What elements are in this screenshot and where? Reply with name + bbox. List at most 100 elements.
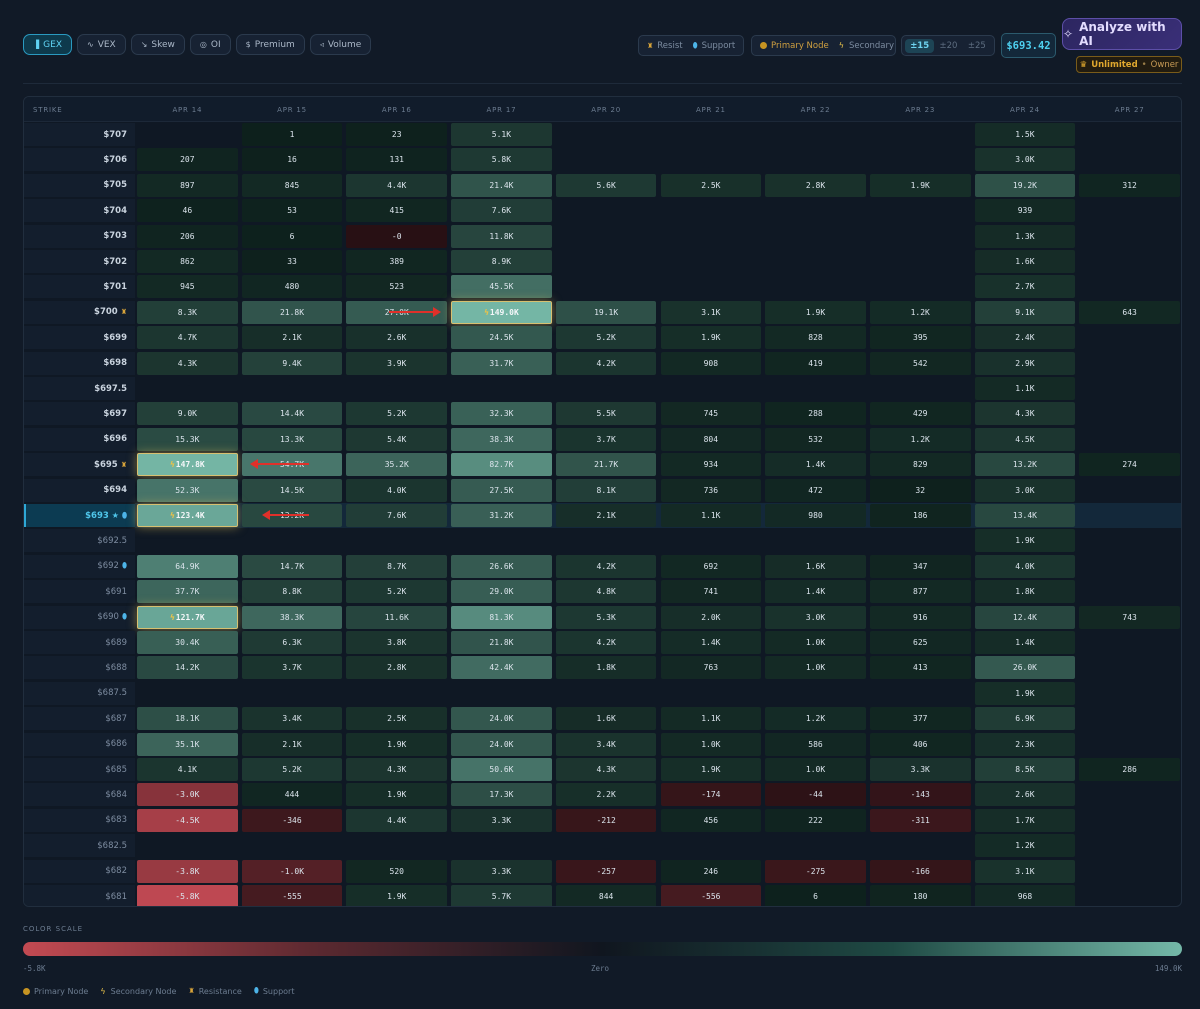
heatmap-cell[interactable]: 3.0K	[765, 605, 866, 629]
heatmap-cell[interactable]: 14.5K	[241, 478, 343, 502]
heatmap-cell[interactable]: 3.3K	[451, 859, 552, 883]
heatmap-cell[interactable]: 1.4K	[765, 453, 866, 477]
heatmap-cell[interactable]: 1.2K	[974, 834, 1076, 858]
heatmap-cell[interactable]: 38.3K	[451, 427, 552, 451]
heatmap-cell[interactable]: -4.5K	[137, 808, 238, 832]
heatmap-cell[interactable]: 444	[241, 783, 343, 807]
heatmap-cell[interactable]: 4.0K	[346, 478, 448, 502]
support-legend[interactable]: ⬮ Support	[693, 41, 736, 51]
heatmap-cell[interactable]: -166	[869, 859, 971, 883]
heatmap-cell[interactable]: 32	[869, 478, 971, 502]
heatmap-cell[interactable]: 1.9K	[974, 681, 1076, 705]
heatmap-cell[interactable]: 1.0K	[765, 656, 866, 680]
heatmap-cell[interactable]: -346	[241, 808, 343, 832]
heatmap-cell[interactable]: 532	[765, 427, 866, 451]
heatmap-cell[interactable]: 908	[660, 351, 762, 375]
range-option[interactable]: ±20	[939, 40, 958, 51]
heatmap-cell[interactable]: 1.8K	[555, 656, 657, 680]
range-option[interactable]: ±15	[905, 38, 935, 53]
heatmap-cell[interactable]: 472	[765, 478, 866, 502]
heatmap-cell[interactable]: 3.0K	[974, 478, 1076, 502]
heatmap-cell[interactable]: 14.2K	[137, 656, 238, 680]
heatmap-cell[interactable]: 1.6K	[765, 554, 866, 578]
heatmap-cell[interactable]: 24.0K	[451, 732, 552, 756]
heatmap-cell[interactable]: 429	[869, 402, 971, 426]
heatmap-cell[interactable]: 5.6K	[555, 173, 657, 197]
heatmap-cell[interactable]: -0	[346, 224, 448, 248]
heatmap-cell[interactable]: 2.3K	[974, 732, 1076, 756]
heatmap-cell[interactable]: 286	[1079, 758, 1180, 781]
tab-oi[interactable]: ◎ OI	[189, 34, 231, 55]
heatmap-cell[interactable]: 13.2K	[974, 453, 1076, 477]
heatmap-cell[interactable]: ϟ 123.4K	[137, 504, 238, 527]
heatmap-cell[interactable]: 8.1K	[555, 478, 657, 502]
heatmap-cell[interactable]: -3.8K	[137, 859, 238, 883]
heatmap-cell[interactable]: 1.0K	[660, 732, 762, 756]
heatmap-cell[interactable]: 4.7K	[137, 326, 238, 350]
heatmap-cell[interactable]: 1.9K	[346, 885, 448, 906]
heatmap-cell[interactable]: 5.4K	[346, 427, 448, 451]
heatmap-cell[interactable]: ϟ 121.7K	[137, 605, 238, 629]
heatmap-cell[interactable]: -311	[869, 808, 971, 832]
heatmap-cell[interactable]: 1.4K	[765, 580, 866, 604]
heatmap-cell[interactable]: 743	[1079, 605, 1180, 629]
heatmap-cell[interactable]: 222	[765, 808, 866, 832]
heatmap-cell[interactable]: 2.8K	[346, 656, 448, 680]
heatmap-cell[interactable]: 763	[660, 656, 762, 680]
heatmap-cell[interactable]: 3.3K	[451, 808, 552, 832]
heatmap-cell[interactable]: 53	[241, 199, 343, 223]
heatmap-cell[interactable]: 1.1K	[660, 504, 762, 527]
heatmap-cell[interactable]: 1.9K	[346, 732, 448, 756]
heatmap-cell[interactable]: 980	[765, 504, 866, 527]
heatmap-cell[interactable]: 21.8K	[241, 300, 343, 324]
heatmap-cell[interactable]: 30.4K	[137, 631, 238, 654]
heatmap-cell[interactable]: 35.2K	[346, 453, 448, 477]
heatmap-cell[interactable]: 8.8K	[241, 580, 343, 604]
heatmap-cell[interactable]: 4.2K	[555, 351, 657, 375]
heatmap-cell[interactable]: 2.7K	[974, 275, 1076, 299]
heatmap-cell[interactable]: 7.6K	[451, 199, 552, 223]
heatmap-cell[interactable]: 31.7K	[451, 351, 552, 375]
heatmap-cell[interactable]: 5.2K	[346, 402, 448, 426]
tab-volume[interactable]: ◃ Volume	[309, 34, 372, 55]
heatmap-cell[interactable]: 3.4K	[555, 732, 657, 756]
heatmap-cell[interactable]: 1	[241, 123, 343, 146]
heatmap-cell[interactable]: 9.0K	[137, 402, 238, 426]
heatmap-cell[interactable]: 862	[137, 250, 238, 273]
heatmap-cell[interactable]: 1.4K	[974, 631, 1076, 654]
heatmap-cell[interactable]: 1.6K	[974, 250, 1076, 273]
heatmap-cell[interactable]: 3.4K	[241, 707, 343, 731]
secondary-node-legend[interactable]: ϟ Secondary	[839, 41, 894, 51]
heatmap-cell[interactable]: 3.8K	[346, 631, 448, 654]
heatmap-cell[interactable]: 4.3K	[974, 402, 1076, 426]
heatmap-cell[interactable]: 5.1K	[451, 123, 552, 146]
heatmap-cell[interactable]: 12.4K	[974, 605, 1076, 629]
heatmap-cell[interactable]: 5.2K	[555, 326, 657, 350]
heatmap-cell[interactable]: 456	[660, 808, 762, 832]
heatmap-cell[interactable]: 395	[869, 326, 971, 350]
heatmap-cell[interactable]: 5.2K	[346, 580, 448, 604]
heatmap-cell[interactable]: 828	[765, 326, 866, 350]
range-option[interactable]: ±25	[967, 40, 986, 51]
heatmap-cell[interactable]: 15.3K	[137, 427, 238, 451]
resist-legend[interactable]: ♜ Resist	[647, 41, 683, 51]
analyze-with-ai-button[interactable]: ✧ Analyze with AI	[1062, 18, 1182, 50]
heatmap-cell[interactable]: 1.2K	[765, 707, 866, 731]
heatmap-cell[interactable]: 1.5K	[974, 123, 1076, 146]
heatmap-cell[interactable]: 4.2K	[555, 631, 657, 654]
heatmap-cell[interactable]: -1.0K	[241, 859, 343, 883]
heatmap-cell[interactable]: 21.7K	[555, 453, 657, 477]
heatmap-cell[interactable]: 1.9K	[346, 783, 448, 807]
heatmap-cell[interactable]: 31.2K	[451, 504, 552, 527]
heatmap-cell[interactable]: 64.9K	[137, 554, 238, 578]
heatmap-cell[interactable]: 37.7K	[137, 580, 238, 604]
heatmap-cell[interactable]: 1.9K	[660, 758, 762, 781]
heatmap-cell[interactable]: 1.9K	[869, 173, 971, 197]
heatmap-cell[interactable]: 520	[346, 859, 448, 883]
heatmap-cell[interactable]: 877	[869, 580, 971, 604]
heatmap-cell[interactable]: 3.9K	[346, 351, 448, 375]
heatmap-cell[interactable]: 9.1K	[974, 300, 1076, 324]
heatmap-cell[interactable]: ϟ 147.8K	[137, 453, 238, 477]
heatmap-cell[interactable]: 1.9K	[974, 529, 1076, 553]
heatmap-cell[interactable]: 939	[974, 199, 1076, 223]
